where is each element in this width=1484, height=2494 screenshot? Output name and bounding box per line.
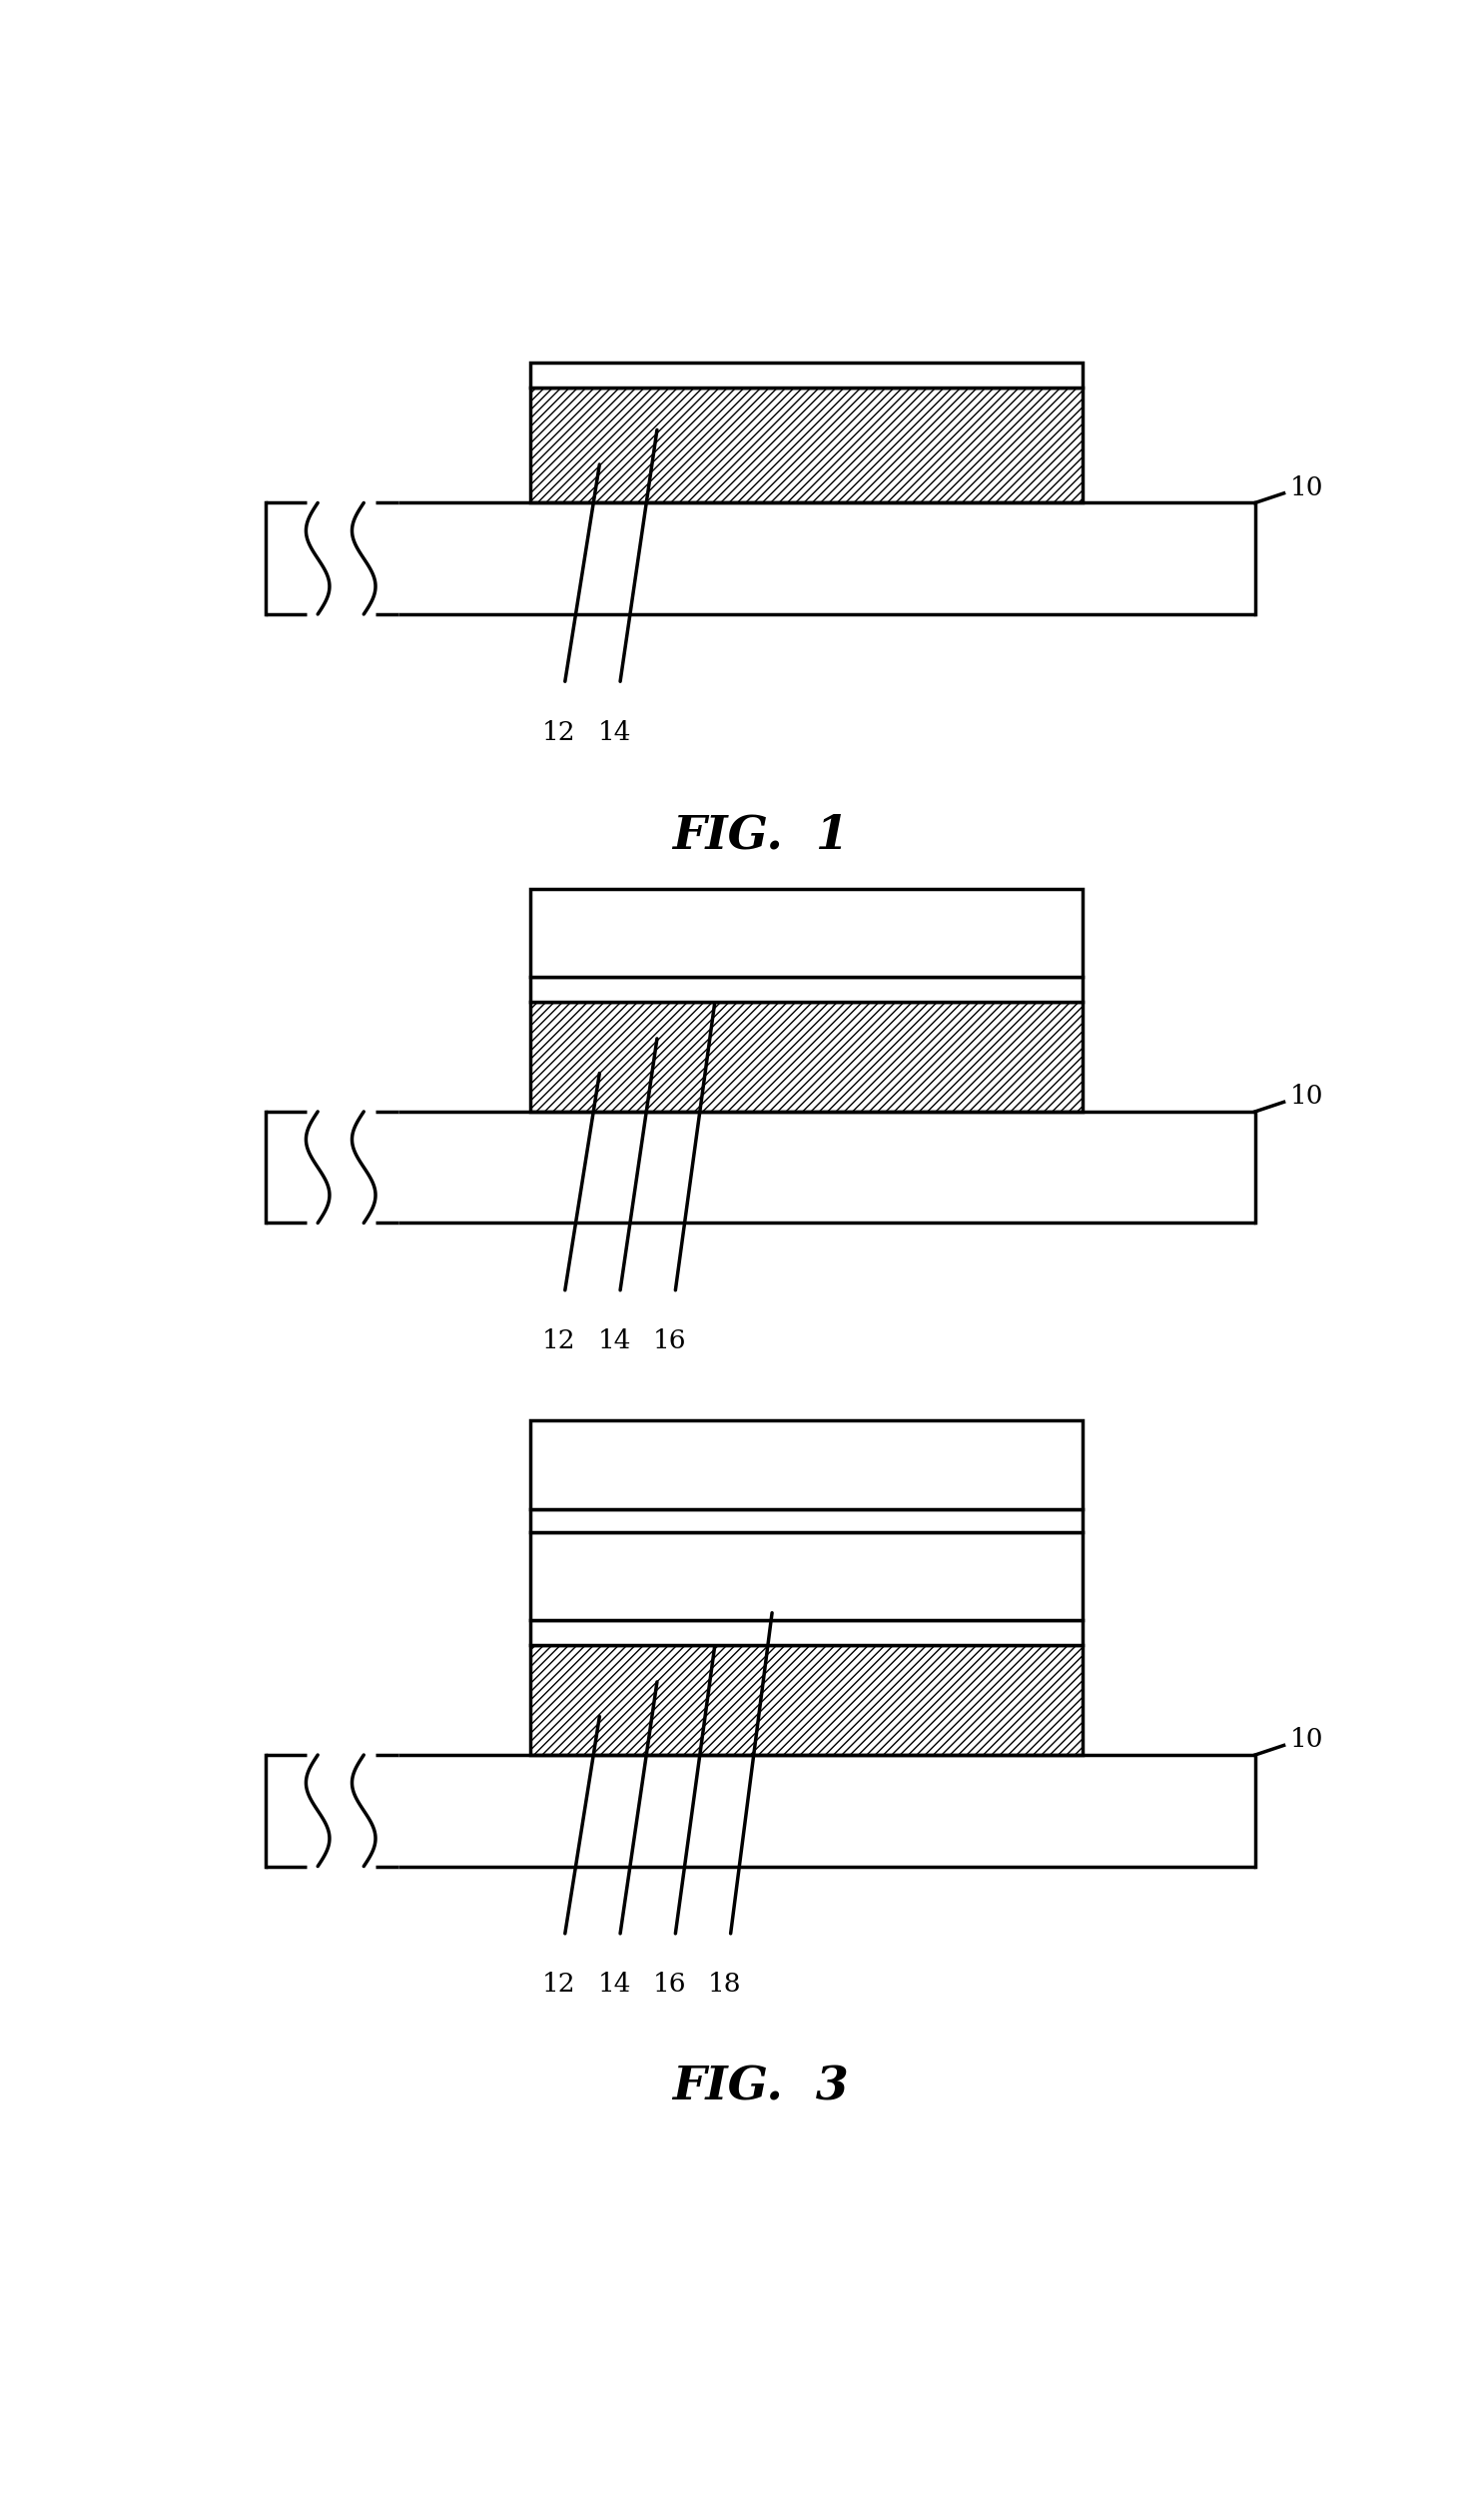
Bar: [531, 1621, 1083, 1646]
Text: 18: 18: [708, 1973, 742, 1998]
Bar: [531, 1531, 1083, 1621]
Text: 12: 12: [543, 1973, 576, 1998]
Bar: [531, 362, 1083, 387]
Bar: [531, 1422, 1083, 1509]
Text: 14: 14: [598, 1329, 631, 1354]
Text: 10: 10: [1290, 474, 1324, 499]
Text: FIG.  1: FIG. 1: [672, 813, 849, 858]
Text: FIG.  2: FIG. 2: [672, 1422, 849, 1466]
Bar: [531, 1003, 1083, 1112]
Text: FIG.  3: FIG. 3: [672, 2065, 849, 2110]
Text: 10: 10: [1290, 1085, 1324, 1110]
Bar: [531, 387, 1083, 504]
Text: 10: 10: [1290, 1726, 1324, 1753]
Text: 14: 14: [598, 721, 631, 746]
Text: 12: 12: [543, 1329, 576, 1354]
Bar: [531, 1509, 1083, 1531]
Text: 16: 16: [653, 1329, 687, 1354]
Text: 12: 12: [543, 721, 576, 746]
Bar: [531, 978, 1083, 1003]
Bar: [531, 888, 1083, 978]
Text: 14: 14: [598, 1973, 631, 1998]
Text: 16: 16: [653, 1973, 687, 1998]
Bar: [531, 1646, 1083, 1756]
